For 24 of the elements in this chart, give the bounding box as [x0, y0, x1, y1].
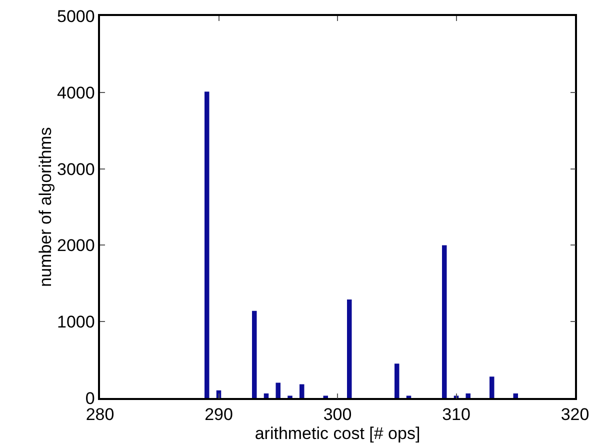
bar — [466, 393, 470, 398]
y-tick-label: 2000 — [57, 236, 95, 256]
x-tick-label: 280 — [86, 405, 114, 424]
bar — [300, 384, 304, 398]
x-tick-label: 290 — [204, 405, 233, 424]
y-axis-title: number of algorithms — [36, 127, 56, 287]
bar — [204, 92, 210, 398]
x-axis-title: arithmetic cost [# ops] — [254, 424, 420, 444]
bar — [276, 382, 280, 398]
bar — [490, 376, 494, 398]
bar — [394, 364, 400, 398]
x-tick-label: 320 — [560, 405, 590, 424]
bar — [252, 310, 257, 398]
bar — [264, 393, 269, 398]
y-tick-label: 0 — [85, 388, 95, 408]
y-tick-label: 3000 — [57, 160, 95, 179]
y-tick-label: 1000 — [57, 312, 95, 332]
y-tick-label: 4000 — [57, 83, 95, 102]
bar — [347, 299, 352, 398]
bar — [442, 245, 447, 398]
bar — [513, 393, 518, 398]
y-tick-label: 5000 — [57, 6, 95, 26]
x-tick-label: 300 — [323, 405, 352, 424]
x-tick-label: 310 — [442, 405, 470, 424]
